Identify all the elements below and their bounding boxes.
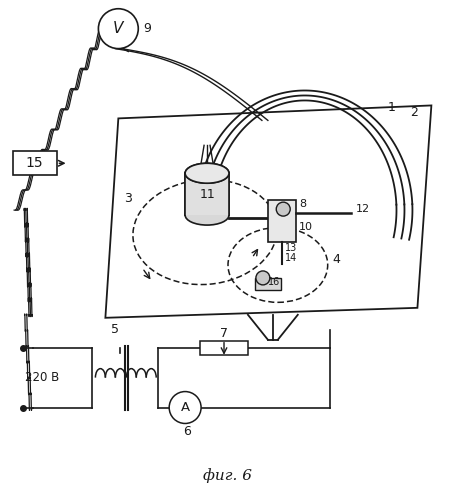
Polygon shape: [185, 173, 228, 215]
Polygon shape: [105, 106, 430, 318]
Text: V: V: [113, 21, 123, 36]
Text: 8: 8: [298, 199, 305, 209]
Text: 3: 3: [124, 192, 132, 204]
Text: 2: 2: [410, 106, 417, 119]
Text: 5: 5: [111, 324, 119, 336]
Text: фиг. 6: фиг. 6: [203, 468, 252, 482]
Ellipse shape: [185, 164, 228, 183]
Text: 11: 11: [199, 188, 214, 200]
Bar: [267, 200, 295, 242]
Text: A: A: [180, 401, 189, 414]
Text: 1: 1: [387, 101, 394, 114]
Ellipse shape: [185, 205, 228, 225]
Circle shape: [255, 271, 269, 285]
Text: 220 В: 220 В: [25, 371, 59, 384]
Text: 13: 13: [284, 243, 296, 253]
Circle shape: [98, 8, 138, 48]
Bar: [200, 340, 248, 354]
Text: 15: 15: [26, 156, 43, 170]
Text: 9: 9: [143, 22, 151, 35]
Circle shape: [169, 392, 201, 424]
Text: 6: 6: [183, 425, 191, 438]
Text: 14: 14: [284, 253, 296, 263]
Ellipse shape: [185, 164, 228, 183]
Text: 16: 16: [267, 277, 279, 287]
Bar: [254, 278, 280, 290]
Text: 7: 7: [219, 327, 228, 340]
Circle shape: [276, 202, 289, 216]
Text: 12: 12: [355, 204, 369, 214]
Text: 4: 4: [332, 254, 340, 266]
Bar: [13, 152, 56, 175]
Text: 10: 10: [298, 222, 312, 232]
